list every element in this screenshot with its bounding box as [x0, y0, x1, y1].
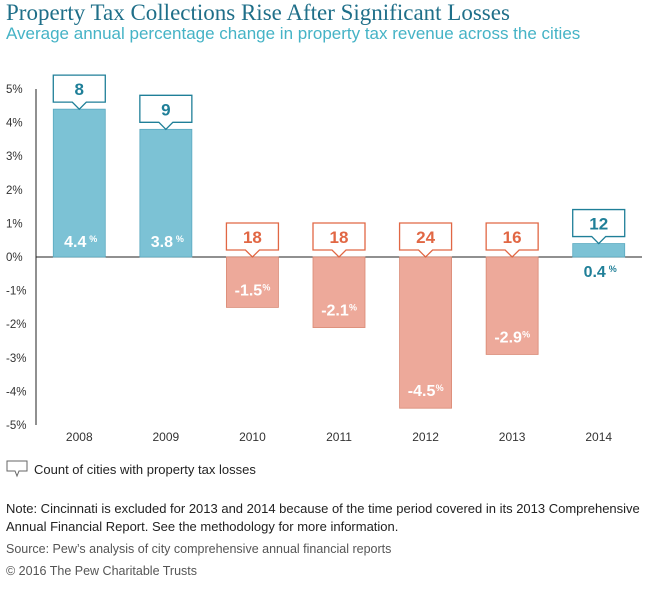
bar-2012 [399, 256, 452, 409]
value-unit: % [176, 234, 184, 244]
value-unit: % [609, 264, 617, 274]
chart-source: Source: Pew’s analysis of city comprehen… [6, 542, 392, 556]
y-tick-label: 5% [6, 84, 23, 96]
y-tick-label: -5% [6, 420, 26, 432]
value-label: 0.4 [584, 264, 606, 281]
loss-count-callout [139, 94, 193, 131]
bar-chart: 5% 4% 3% 2% 1% 0% -1% -2% -3% -4% -5% 2008 4.4 % 8 2009… [6, 74, 642, 444]
loss-count-callout [398, 222, 453, 258]
y-tick-label: -1% [6, 286, 26, 298]
loss-count-label: 24 [416, 228, 435, 247]
value-label: -1.5 [235, 282, 263, 299]
chart-subtitle: Average annual percentage change in prop… [6, 24, 581, 43]
callout-icon [6, 460, 28, 478]
legend: Count of cities with property tax losses [6, 460, 256, 478]
value-label: -2.9 [494, 329, 522, 346]
x-tick-label: 2009 [153, 430, 180, 444]
y-tick-label: -2% [6, 319, 26, 331]
y-tick-label: 0% [6, 252, 23, 264]
x-tick-label: 2008 [66, 430, 93, 444]
bar-2008 [52, 108, 106, 258]
loss-count-label: 9 [161, 100, 170, 119]
loss-count-label: 18 [330, 228, 349, 247]
value-label: 4.4 [64, 234, 86, 251]
x-tick-label: 2013 [499, 430, 526, 444]
bar-2009 [139, 128, 193, 258]
loss-count-callout [312, 222, 366, 258]
y-tick-label: 1% [6, 218, 23, 230]
chart-note: Note: Cincinnati is excluded for 2013 an… [6, 501, 640, 534]
loss-count-callout [485, 222, 539, 258]
value-unit: % [436, 383, 444, 393]
y-tick-label: -4% [6, 386, 26, 398]
value-unit: % [262, 282, 270, 292]
copyright: © 2016 The Pew Charitable Trusts [6, 564, 198, 578]
value-label: -4.5 [408, 383, 436, 400]
value-label: -2.1 [321, 303, 349, 320]
value-unit: % [522, 329, 530, 339]
loss-count-callout [225, 222, 280, 258]
value-label: 3.8 [151, 234, 173, 251]
bar-2014 [572, 243, 626, 258]
loss-count-label: 8 [75, 80, 84, 99]
value-unit: % [89, 234, 97, 244]
y-tick-label: -3% [6, 353, 26, 365]
x-tick-label: 2011 [326, 430, 352, 444]
value-unit: % [349, 303, 357, 313]
loss-count-label: 16 [503, 228, 522, 247]
bar-2011 [312, 256, 366, 328]
x-tick-label: 2014 [585, 430, 612, 444]
loss-count-label: 12 [589, 215, 608, 234]
legend-label: Count of cities with property tax losses [34, 461, 256, 477]
y-tick-label: 3% [6, 151, 23, 163]
loss-count-callout [572, 208, 626, 245]
y-tick-label: 2% [6, 185, 23, 197]
chart-title: Property Tax Collections Rise After Sign… [6, 0, 510, 25]
y-tick-label: 4% [6, 118, 23, 130]
x-tick-label: 2010 [239, 430, 266, 444]
loss-count-label: 18 [243, 228, 262, 247]
loss-count-callout [52, 74, 106, 111]
bar-2010 [226, 256, 279, 308]
x-tick-label: 2012 [412, 430, 439, 444]
